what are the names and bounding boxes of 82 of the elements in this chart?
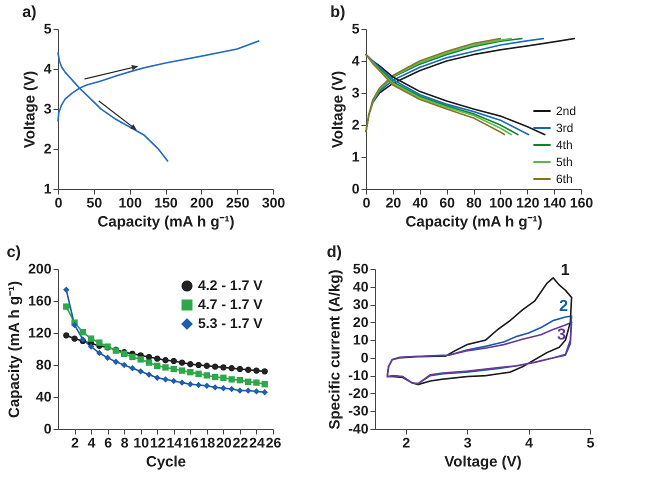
y-tick-label: 120 <box>28 324 52 340</box>
x-tick-label: 150 <box>154 194 178 210</box>
y-axis-title: Specific current (A/kg) <box>326 269 344 430</box>
y-tick-label: 40 <box>352 278 369 294</box>
x-tick-label: 100 <box>489 194 513 210</box>
y-tick-label: 4 <box>352 52 360 68</box>
legend-label: 5th <box>556 155 573 169</box>
y-axis-title: Capacity (mA h g⁻¹) <box>6 281 24 418</box>
y-tick-label: 0 <box>360 349 369 366</box>
x-axis-title: Capacity (mA h g⁻¹) <box>406 214 542 230</box>
x-tick-label: 3 <box>464 434 472 450</box>
x-tick-label: 8 <box>120 434 129 450</box>
legend-label: 5.3 - 1.7 V <box>198 315 264 331</box>
legend-label: 6th <box>556 172 573 186</box>
y-tick-label: -10 <box>348 367 369 384</box>
chart-title: c) <box>6 244 21 261</box>
x-tick-label: 40 <box>412 194 428 210</box>
y-tick-label: 5 <box>44 20 52 36</box>
y-tick-label: 5 <box>352 20 360 36</box>
y-tick-label: 1 <box>352 148 360 164</box>
y-tick-label: 50 <box>352 260 369 276</box>
x-tick-label: 20 <box>386 194 402 210</box>
y-tick-label: -30 <box>348 402 369 419</box>
y-tick-label: 0 <box>44 420 52 436</box>
y-tick-label: 2 <box>352 116 360 132</box>
x-tick-label: 20 <box>216 434 232 450</box>
y-tick-label: 200 <box>28 260 52 276</box>
x-tick-label: 26 <box>266 434 282 450</box>
y-tick-label: 160 <box>28 292 52 308</box>
y-axis-title: Voltage (V) <box>22 70 39 148</box>
y-tick-label: 10 <box>352 332 369 348</box>
chart-title: d) <box>326 244 342 261</box>
x-tick-label: 14 <box>166 434 182 450</box>
x-tick-label: 4 <box>525 434 534 450</box>
series-label: 2 <box>559 298 568 316</box>
x-tick-label: 250 <box>226 194 250 210</box>
y-axis-title: Voltage (V) <box>330 70 347 148</box>
x-axis-title: Cycle <box>146 454 186 470</box>
y-tick-label: -40 <box>348 420 369 436</box>
x-tick-label: 160 <box>570 194 594 210</box>
y-tick-label: 3 <box>44 100 52 116</box>
x-tick-label: 24 <box>249 434 265 450</box>
x-tick-label: 5 <box>586 434 595 450</box>
y-tick-label: 80 <box>36 356 52 372</box>
y-tick-label: -20 <box>348 384 369 401</box>
legend-label: 4.7 - 1.7 V <box>198 296 264 312</box>
series-label: 3 <box>557 326 566 344</box>
y-tick-label: 40 <box>36 388 52 404</box>
x-tick-label: 0 <box>54 194 63 210</box>
x-tick-label: 22 <box>232 434 248 450</box>
legend-label: 3rd <box>556 121 574 135</box>
x-tick-label: 2 <box>402 434 410 450</box>
legend-label: 4.2 - 1.7 V <box>198 277 264 293</box>
x-axis-title: Voltage (V) <box>444 454 522 470</box>
y-tick-label: 30 <box>352 296 369 312</box>
x-tick-label: 140 <box>542 194 567 210</box>
x-tick-label: 300 <box>262 194 286 210</box>
legend-label: 2nd <box>556 104 576 118</box>
x-tick-label: 18 <box>200 434 216 450</box>
y-tick-label: 2 <box>44 140 52 156</box>
x-tick-label: 200 <box>190 194 214 210</box>
x-tick-label: 60 <box>439 194 456 210</box>
x-axis-title: Capacity (mA h g⁻¹) <box>98 214 234 230</box>
y-tick-label: 4 <box>44 60 52 76</box>
x-tick-label: 16 <box>183 434 199 450</box>
x-tick-label: 6 <box>104 434 112 450</box>
x-tick-label: 50 <box>86 194 102 210</box>
x-tick-label: 80 <box>466 194 482 210</box>
y-tick-label: 0 <box>352 180 360 196</box>
x-tick-label: 120 <box>516 194 540 210</box>
y-tick-label: 3 <box>352 84 360 100</box>
series-label: 1 <box>560 262 570 279</box>
chart-title: b) <box>330 4 346 21</box>
y-tick-label: 20 <box>352 314 369 330</box>
x-tick-label: 100 <box>118 194 142 210</box>
x-tick-label: 4 <box>88 434 96 450</box>
x-tick-label: 12 <box>150 434 166 450</box>
x-tick-label: 2 <box>71 434 80 450</box>
legend-label: 4th <box>556 138 573 152</box>
chart-title: a) <box>22 4 36 21</box>
x-tick-label: 10 <box>133 434 150 450</box>
y-tick-label: 1 <box>44 180 52 196</box>
